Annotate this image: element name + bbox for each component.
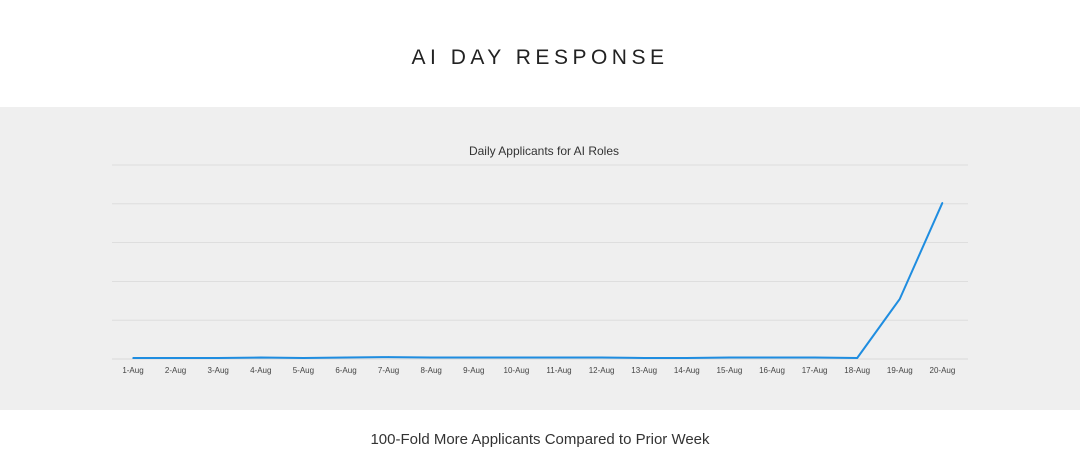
x-tick-label: 18-Aug	[844, 366, 870, 375]
data-point	[856, 357, 858, 359]
data-point	[260, 356, 262, 359]
data-point	[430, 356, 433, 359]
x-tick-label: 13-Aug	[631, 366, 657, 375]
gridlines	[112, 164, 968, 360]
data-point	[941, 202, 944, 204]
data-point	[473, 356, 475, 359]
x-tick-label: 19-Aug	[887, 366, 913, 375]
footer-caption: 100-Fold More Applicants Compared to Pri…	[370, 431, 710, 448]
x-tick-label: 3-Aug	[208, 366, 229, 375]
x-tick-label: 7-Aug	[378, 366, 399, 375]
data-point	[600, 356, 603, 359]
x-tick-label: 6-Aug	[335, 366, 356, 375]
data-point	[302, 357, 305, 359]
data-point	[771, 356, 773, 359]
x-tick-label: 16-Aug	[759, 366, 785, 375]
data-point	[174, 357, 177, 359]
data-point	[515, 356, 518, 359]
data-point	[132, 357, 134, 359]
x-tick-label: 1-Aug	[122, 366, 143, 375]
x-tick-label: 11-Aug	[546, 366, 571, 375]
data-point	[558, 356, 560, 359]
data-point	[813, 356, 816, 359]
line-chart: Daily Applicants for AI Roles 1-Aug 2-Aug…	[112, 144, 968, 375]
x-tick-label: 12-Aug	[589, 366, 615, 375]
data-point	[217, 357, 219, 359]
series-group	[132, 202, 944, 359]
data-point	[345, 356, 347, 359]
data-point	[387, 356, 390, 358]
x-tick-label: 15-Aug	[717, 366, 743, 375]
data-point	[728, 356, 731, 359]
x-tick-label: 14-Aug	[674, 366, 700, 375]
page-title: AI DAY RESPONSE	[411, 46, 669, 69]
chart-panel: Daily Applicants for AI Roles 1-Aug 2-Aug…	[0, 107, 1080, 410]
x-tick-label: 9-Aug	[463, 366, 484, 375]
x-tick-label: 5-Aug	[293, 366, 314, 375]
data-point	[643, 357, 645, 359]
x-tick-label: 10-Aug	[504, 366, 530, 375]
x-tick-label: 20-Aug	[930, 366, 956, 375]
x-axis: 1-Aug 2-Aug 3-Aug 4-Aug 5-Aug 6-Aug 7-Aug 8-Aug…	[122, 366, 955, 375]
data-point	[686, 357, 688, 359]
x-tick-label: 17-Aug	[802, 366, 828, 375]
series-line	[133, 202, 944, 359]
chart-title: Daily Applicants for AI Roles	[469, 144, 619, 158]
x-tick-label: 4-Aug	[250, 366, 271, 375]
x-tick-label: 2-Aug	[165, 366, 186, 375]
data-point	[899, 298, 901, 300]
x-tick-label: 8-Aug	[421, 366, 442, 375]
